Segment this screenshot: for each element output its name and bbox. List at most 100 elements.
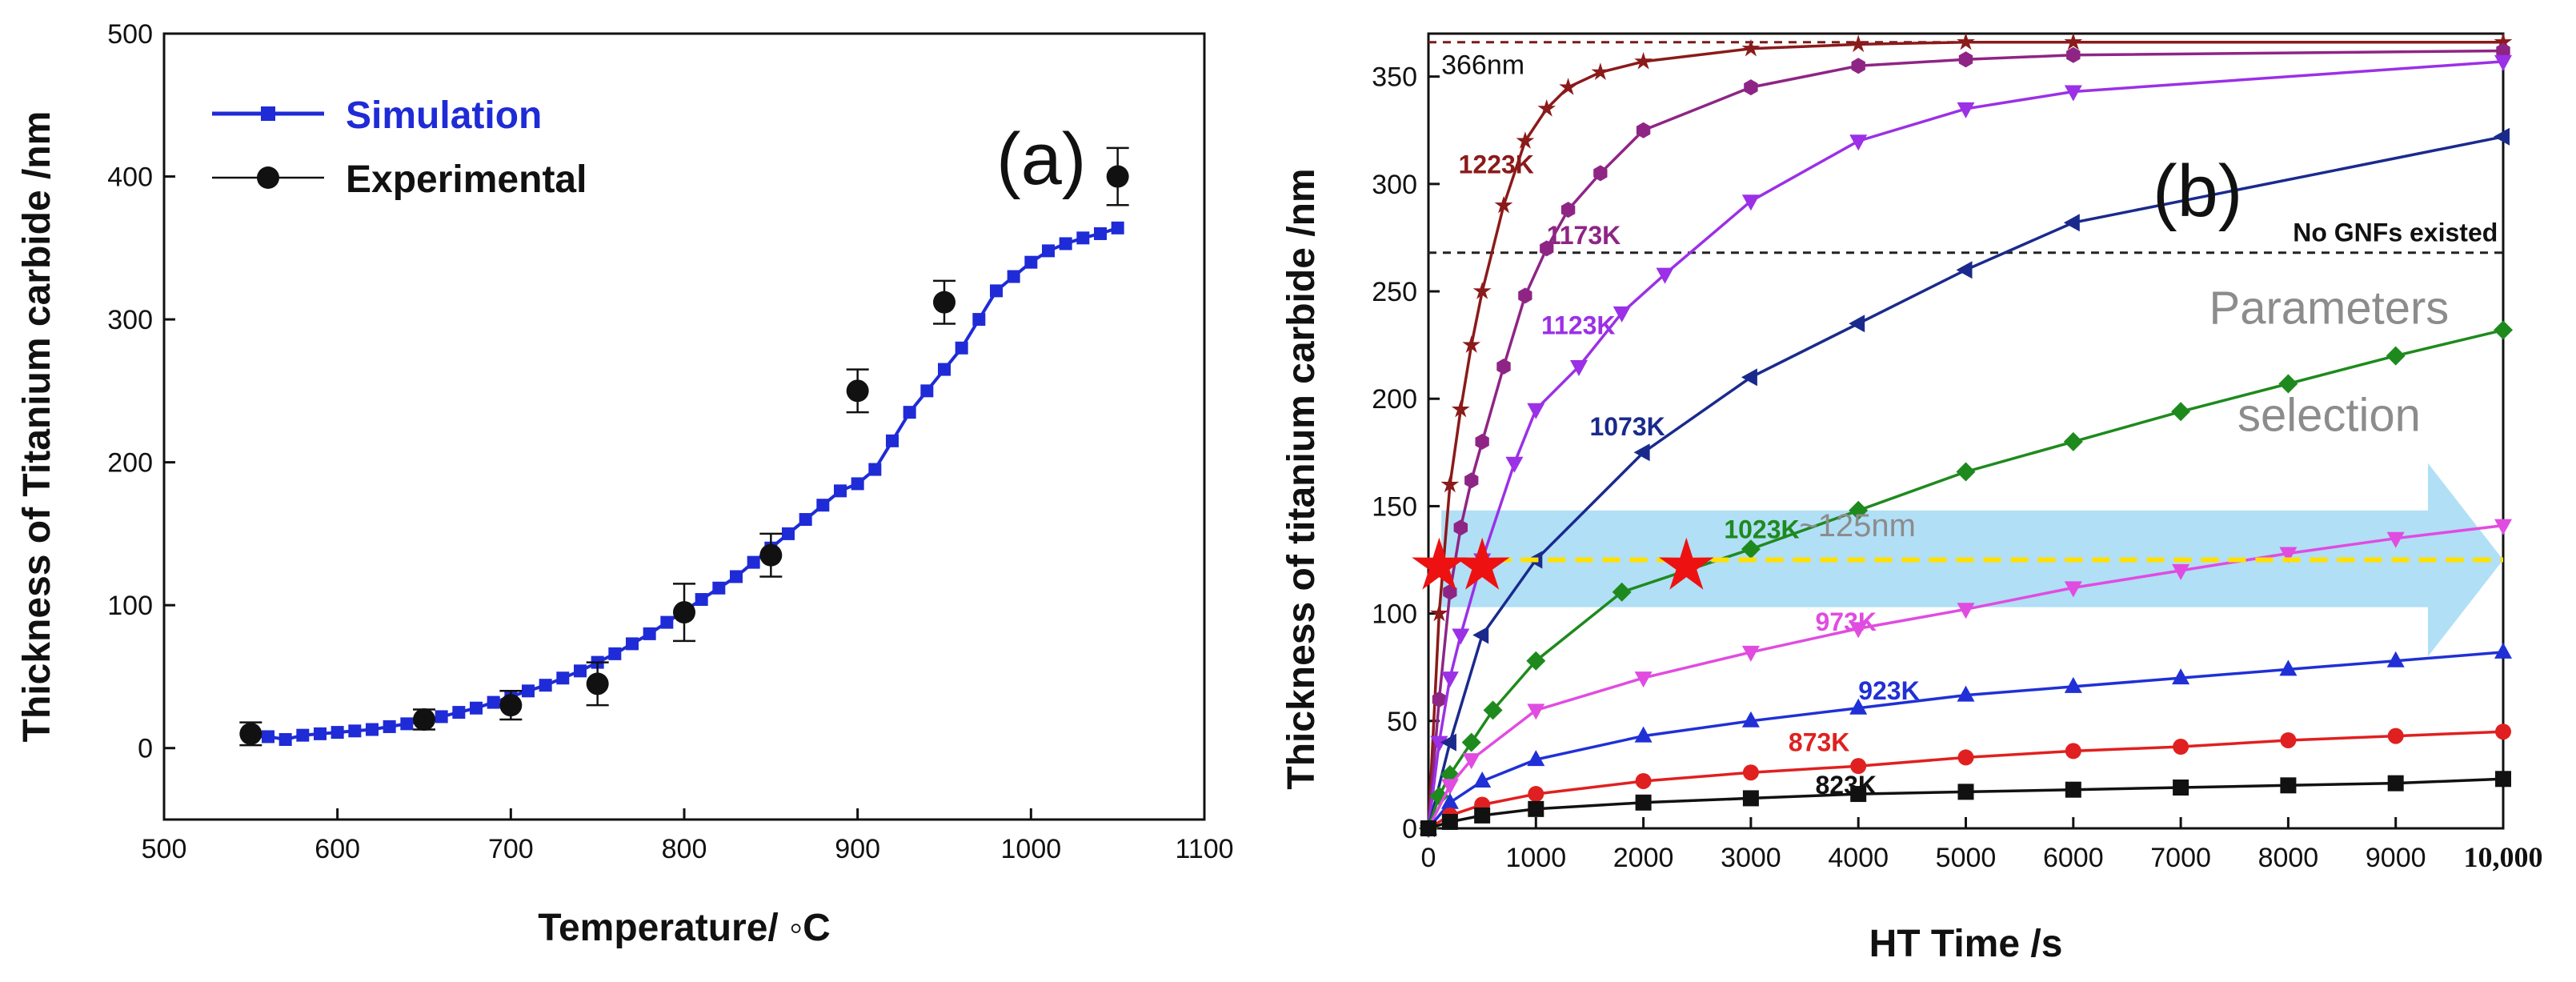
simulation-point [452, 706, 466, 719]
y-tick-label: 150 [1372, 491, 1417, 522]
x-tick-label: 1000 [1001, 834, 1062, 864]
series-point-823k [2173, 780, 2189, 796]
series-point-1073k [1956, 261, 1973, 279]
legend-marker-experimental [257, 166, 279, 189]
x-tick-label: 5000 [1936, 843, 1997, 873]
simulation-point [296, 728, 310, 742]
series-point-1073k [1440, 733, 1456, 752]
series-point-1023k [2278, 374, 2298, 394]
simulation-point [938, 363, 951, 376]
series-point-1023k [1461, 732, 1481, 752]
series-point-1223k [1559, 78, 1577, 95]
simulation-point [487, 695, 500, 709]
series-point-973k [1634, 671, 1653, 688]
simulation-point [730, 570, 743, 583]
x-tick-label: 700 [488, 834, 534, 864]
series-point-1123k [1656, 267, 1674, 284]
series-point-1023k [2494, 320, 2513, 340]
arrow-label-line-1: Parameters [2209, 282, 2450, 334]
series-point-973k [2064, 581, 2082, 598]
series-point-1123k [1527, 403, 1545, 419]
simulation-point [470, 701, 483, 715]
series-point-1123k [1613, 306, 1631, 323]
series-point-1023k [2386, 346, 2406, 366]
series-point-1123k [1957, 102, 1975, 118]
experimental-point [759, 543, 783, 567]
simulation-point [990, 284, 1003, 298]
series-point-1123k [1741, 194, 1760, 211]
series-point-1023k [1429, 786, 1449, 806]
series-point-823k [1850, 786, 1867, 803]
simulation-point [903, 406, 916, 419]
series-point-823k [2280, 777, 2297, 794]
series-point-873k [1742, 764, 1759, 781]
series-point-973k [1957, 603, 1975, 619]
simulation-point [348, 724, 362, 738]
x-tick-label: 600 [314, 834, 360, 864]
series-point-1223k [1849, 34, 1868, 53]
series-point-1223k [1472, 282, 1492, 299]
x-tick-label: 9000 [2366, 843, 2426, 873]
series-point-873k [1528, 786, 1544, 803]
series-label-1173k: 1173K [1547, 221, 1621, 250]
experimental-point [499, 694, 523, 717]
series-point-1223k [1591, 62, 1610, 80]
series-point-1173k [1851, 58, 1865, 74]
series-point-1173k [1443, 583, 1457, 600]
series-point-1223k [1516, 131, 1535, 149]
series-point-1223k [1430, 603, 1448, 622]
series-point-823k [2065, 781, 2081, 798]
series-point-1173k [1593, 165, 1608, 182]
series-point-1123k [2064, 85, 2082, 102]
series-point-1023k [1849, 500, 1869, 520]
series-point-1223k [1451, 399, 1470, 418]
series-point-973k [1440, 779, 1459, 796]
simulation-point [868, 463, 882, 476]
x-tick-label: 500 [142, 834, 187, 864]
simulation-point [955, 341, 968, 355]
y-tick-label: 300 [1372, 170, 1417, 200]
series-point-1173k [1464, 472, 1479, 489]
x-tick-label: 7000 [2150, 843, 2211, 873]
selection-star [1412, 537, 1467, 590]
series-label-973k: 973K [1815, 607, 1877, 636]
experimental-point [846, 379, 869, 403]
x-tick-label: 8000 [2258, 843, 2319, 873]
series-point-823k [1528, 800, 1544, 817]
series-point-1223k [2064, 32, 2083, 50]
y-tick-label: 100 [107, 591, 153, 621]
series-point-973k [1527, 703, 1545, 720]
simulation-point [1024, 255, 1038, 269]
series-point-873k [1635, 772, 1652, 789]
series-point-973k [2279, 547, 2298, 563]
x-axis-label: Temperature/ ◦C [538, 907, 831, 949]
series-point-1023k [1526, 651, 1546, 671]
simulation-point [643, 627, 656, 640]
x-tick-label: 10,000 [2464, 841, 2543, 873]
selection-star [1659, 537, 1714, 590]
y-tick-label: 200 [1372, 384, 1417, 415]
series-point-823k [1441, 813, 1458, 830]
simulation-line [250, 226, 1119, 742]
panel-label-a: (a) [996, 118, 1086, 200]
series-point-1223k [1634, 51, 1653, 70]
simulation-point [1059, 237, 1072, 251]
x-axis-label: HT Time /s [1869, 923, 2063, 965]
series-point-923k [2386, 651, 2405, 667]
series-point-1123k [1452, 628, 1470, 645]
series-point-1023k [1741, 539, 1761, 559]
panel-label-b: (b) [2153, 150, 2242, 232]
simulation-point [522, 684, 535, 698]
series-point-923k [1741, 711, 1760, 727]
series-point-1223k [1462, 335, 1481, 353]
simulation-point [1076, 231, 1090, 245]
series-point-973k [1462, 753, 1480, 770]
series-line-873k [1428, 730, 2504, 830]
simulation-point [660, 615, 674, 629]
experimental-series [250, 177, 1117, 734]
series-point-823k [1957, 784, 1974, 800]
simulation-point [1111, 221, 1124, 234]
series-point-1123k [1570, 360, 1588, 376]
y-tick-label: 200 [107, 448, 153, 479]
